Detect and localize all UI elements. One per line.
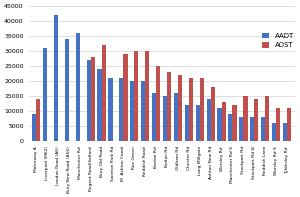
Bar: [167, 72, 171, 141]
Bar: [218, 108, 222, 141]
Bar: [178, 75, 182, 141]
Bar: [32, 114, 36, 141]
Bar: [134, 51, 139, 141]
Legend: AADT, AOST: AADT, AOST: [259, 30, 296, 51]
Bar: [239, 117, 243, 141]
Bar: [254, 99, 258, 141]
Bar: [76, 33, 80, 141]
Bar: [185, 105, 189, 141]
Bar: [163, 96, 167, 141]
Bar: [141, 81, 145, 141]
Bar: [276, 108, 280, 141]
Bar: [261, 117, 265, 141]
Bar: [250, 117, 254, 141]
Bar: [102, 45, 106, 141]
Bar: [65, 39, 69, 141]
Bar: [196, 105, 200, 141]
Bar: [123, 54, 128, 141]
Bar: [119, 78, 123, 141]
Bar: [272, 123, 276, 141]
Bar: [222, 102, 226, 141]
Bar: [98, 69, 102, 141]
Bar: [211, 87, 215, 141]
Bar: [200, 78, 204, 141]
Bar: [265, 96, 269, 141]
Bar: [108, 78, 112, 141]
Bar: [287, 108, 291, 141]
Bar: [36, 99, 40, 141]
Bar: [206, 99, 211, 141]
Bar: [91, 57, 95, 141]
Bar: [232, 105, 237, 141]
Bar: [130, 81, 134, 141]
Bar: [228, 114, 233, 141]
Bar: [243, 96, 247, 141]
Bar: [54, 15, 58, 141]
Bar: [174, 93, 178, 141]
Bar: [145, 51, 149, 141]
Bar: [283, 123, 287, 141]
Bar: [43, 48, 47, 141]
Bar: [87, 60, 91, 141]
Bar: [156, 66, 160, 141]
Bar: [189, 78, 193, 141]
Bar: [152, 93, 156, 141]
